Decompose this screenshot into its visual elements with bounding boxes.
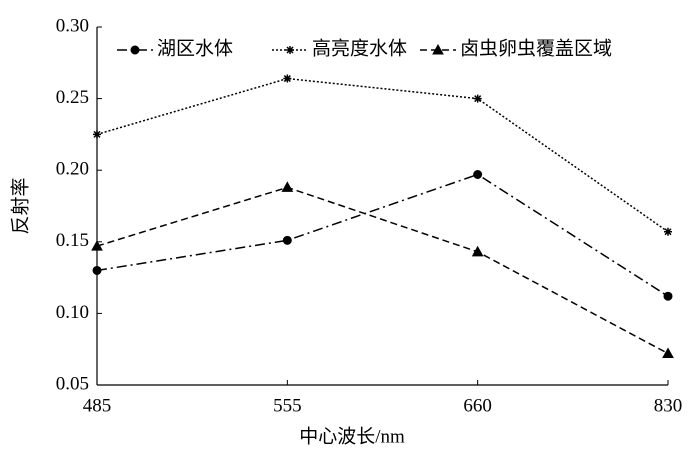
marker xyxy=(664,227,672,236)
x-tick-label: 555 xyxy=(273,395,302,416)
marker xyxy=(93,130,101,139)
marker xyxy=(282,235,292,245)
marker xyxy=(130,45,140,55)
marker xyxy=(471,245,484,257)
legend-label: 卤虫卵虫覆盖区域 xyxy=(460,37,612,59)
legend-label: 湖区水体 xyxy=(157,37,233,59)
marker xyxy=(662,347,674,358)
line xyxy=(96,173,669,297)
y-tick-label: 0.05 xyxy=(56,373,89,394)
x-tick-label: 485 xyxy=(83,395,112,416)
legend-label: 高亮度水体 xyxy=(312,37,407,59)
y-tick-label: 0.20 xyxy=(56,159,89,180)
marker xyxy=(432,43,444,55)
y-axis-label: 反射率 xyxy=(9,177,31,234)
marker xyxy=(91,240,103,251)
y-tick-label: 0.25 xyxy=(56,87,89,108)
line xyxy=(96,77,669,233)
marker xyxy=(473,94,482,103)
y-tick-label: 0.10 xyxy=(56,302,89,323)
line xyxy=(96,186,669,355)
x-tick-label: 660 xyxy=(463,395,492,416)
x-tick-label: 830 xyxy=(654,395,683,416)
marker xyxy=(92,265,102,275)
marker xyxy=(283,74,292,83)
x-axis-label: 中心波长/nm xyxy=(299,425,405,447)
marker xyxy=(286,46,294,54)
y-tick-label: 0.15 xyxy=(56,230,89,251)
marker xyxy=(663,291,673,301)
y-tick-label: 0.30 xyxy=(56,15,89,36)
marker xyxy=(281,181,294,192)
marker xyxy=(473,169,483,179)
